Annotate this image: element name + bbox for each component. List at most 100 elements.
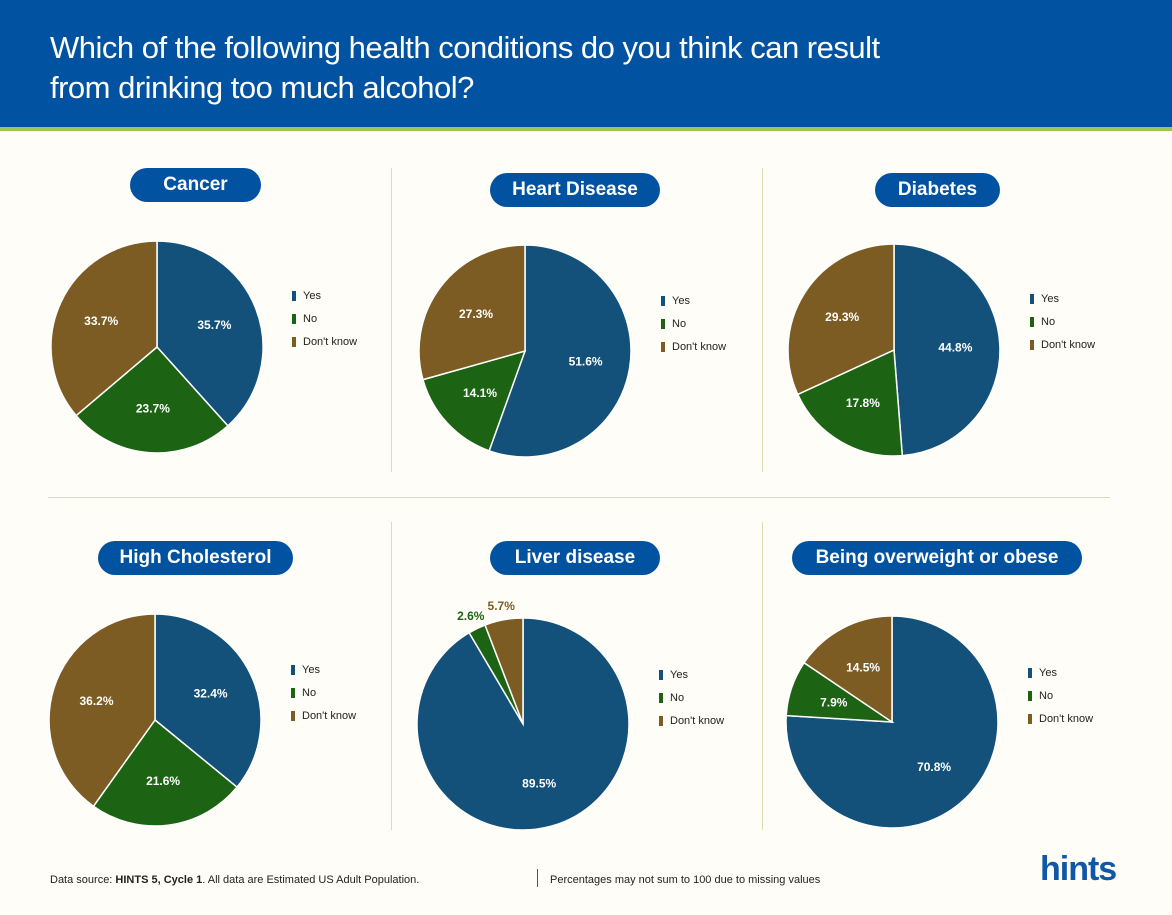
pie-slice-yes [893,243,1001,457]
pie-slice-no [796,348,904,457]
legend-item-yes: Yes [659,663,724,686]
legend-swatch-dont-know [1028,713,1032,724]
legend-swatch-no [1028,690,1032,701]
pie-slice-yes [154,613,262,789]
legend-swatch-no [1030,316,1034,327]
pie-chart-high-cholesterol: 32.4% 21.6% 36.2% [48,613,262,827]
pie-slice-no [92,718,239,827]
footer-separator [537,869,538,887]
legend-swatch-yes [661,295,665,306]
chart-legend: Yes No Don't know [1028,661,1093,730]
legend-item-yes: Yes [1030,287,1095,310]
chart-title-heart-disease: Heart Disease [490,173,660,207]
pie-slice-yes [785,615,999,829]
pie-slice-yes [488,244,632,458]
slice-label-dont-know: 29.3% [825,310,859,324]
chart-title-liver-disease: Liver disease [490,541,660,575]
slice-label-yes: 89.5% [522,776,556,790]
chart-title-high-cholesterol: High Cholesterol [98,541,293,575]
slice-label-no: 21.6% [146,774,180,788]
column-divider [391,168,392,472]
legend-item-yes: Yes [291,658,356,681]
pie-slice-dont-know [803,615,893,724]
legend-swatch-no [291,687,295,698]
title-line-1: Which of the following health conditions… [50,30,880,65]
pie-chart-heart-disease: 51.6% 14.1% 27.3% [418,244,632,458]
pie-slice-dont-know [48,613,156,808]
legend-swatch-yes [292,290,296,301]
slice-label-dont-know: 33.7% [84,314,118,328]
legend-item-no: No [661,312,726,335]
legend-item-dont-know: Don't know [292,330,357,353]
legend-item-no: No [1030,310,1095,333]
legend-item-yes: Yes [292,284,357,307]
chart-legend: Yes No Don't know [292,284,357,353]
pie-slice-dont-know [484,617,524,725]
legend-swatch-yes [1028,667,1032,678]
missing-values-note: Percentages may not sum to 100 due to mi… [550,874,821,886]
pie-slice-dont-know [418,244,526,381]
column-divider [391,522,392,830]
legend-swatch-dont-know [1030,339,1034,350]
pie-chart-being-overweight-or-obese: 70.8% 7.9% 14.5% [785,615,999,829]
legend-item-dont-know: Don't know [1030,333,1095,356]
pie-slice-no [422,349,527,452]
pie-slice-yes [156,240,264,427]
pie-chart-liver-disease: 89.5% 2.6%5.7% [416,599,630,831]
column-divider [762,522,763,830]
legend-swatch-no [661,318,665,329]
legend-swatch-dont-know [661,341,665,352]
pie-slice-yes [416,617,630,831]
chart-legend: Yes No Don't know [291,658,356,727]
pie-slice-dont-know [50,240,158,417]
chart-title-cancer: Cancer [130,168,261,202]
legend-swatch-yes [1030,293,1034,304]
data-source-name: HINTS 5, Cycle 1 [115,874,203,886]
slice-label-no: 7.9% [820,695,848,709]
slice-label-no: 23.7% [136,401,170,415]
legend-swatch-dont-know [291,710,295,721]
chart-title-overweight-obese: Being overweight or obese [792,541,1082,575]
legend-item-yes: Yes [1028,661,1093,684]
data-source-note: Data source: HINTS 5, Cycle 1. All data … [50,874,420,886]
chart-legend: Yes No Don't know [659,663,724,732]
slice-label-dont-know: 14.5% [846,661,880,675]
legend-item-no: No [1028,684,1093,707]
title-line-2: from drinking too much alcohol? [50,70,474,105]
legend-item-dont-know: Don't know [1028,707,1093,730]
legend-item-no: No [291,681,356,704]
chart-title-diabetes: Diabetes [875,173,1000,207]
legend-swatch-yes [659,669,663,680]
slice-label-yes: 35.7% [197,318,231,332]
pie-chart-cancer: 35.7% 23.7% 33.7% [50,240,264,454]
row-divider [48,497,1110,498]
header-accent-stripe [0,127,1172,131]
slice-label-no: 17.8% [846,396,880,410]
legend-item-yes: Yes [661,289,726,312]
slice-label-no: 2.6% [457,609,485,623]
legend-item-dont-know: Don't know [291,704,356,727]
slice-label-yes: 32.4% [194,687,228,701]
chart-legend: Yes No Don't know [1030,287,1095,356]
slice-label-yes: 70.8% [917,760,951,774]
legend-item-no: No [292,307,357,330]
legend-item-no: No [659,686,724,709]
slice-label-yes: 44.8% [938,341,972,355]
slice-label-dont-know: 5.7% [488,599,516,613]
legend-swatch-yes [291,664,295,675]
slice-label-dont-know: 27.3% [459,307,493,321]
legend-swatch-no [659,692,663,703]
legend-item-dont-know: Don't know [659,709,724,732]
legend-swatch-dont-know [659,715,663,726]
legend-swatch-dont-know [292,336,296,347]
slice-label-dont-know: 36.2% [79,694,113,708]
legend-swatch-no [292,313,296,324]
hints-logo: hints [1040,850,1117,888]
header-bar: Which of the following health conditions… [0,0,1172,127]
column-divider [762,168,763,472]
legend-item-dont-know: Don't know [661,335,726,358]
slice-label-yes: 51.6% [569,355,603,369]
pie-chart-diabetes: 44.8% 17.8% 29.3% [787,243,1001,457]
pie-slice-no [75,345,229,454]
